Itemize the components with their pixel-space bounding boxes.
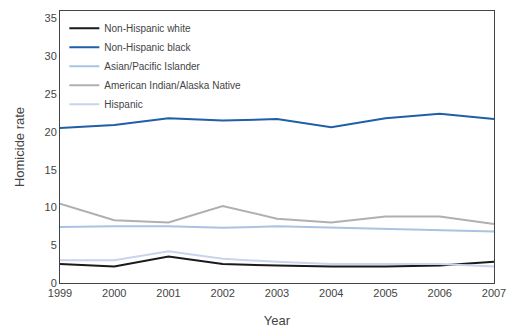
svg-text:2002: 2002 <box>211 287 235 299</box>
svg-text:2001: 2001 <box>156 287 180 299</box>
svg-text:Homicide rate: Homicide rate <box>12 107 27 187</box>
svg-text:1999: 1999 <box>48 287 72 299</box>
svg-text:20: 20 <box>45 126 57 138</box>
svg-text:American Indian/Alaska Native: American Indian/Alaska Native <box>104 80 241 91</box>
svg-text:2003: 2003 <box>265 287 289 299</box>
svg-text:15: 15 <box>45 164 57 176</box>
svg-text:2004: 2004 <box>319 287 343 299</box>
svg-text:Non-Hispanic black: Non-Hispanic black <box>104 42 191 53</box>
svg-text:0: 0 <box>51 277 57 289</box>
svg-text:2007: 2007 <box>482 287 506 299</box>
svg-text:35: 35 <box>45 12 57 24</box>
svg-text:10: 10 <box>45 201 57 213</box>
svg-text:Year: Year <box>264 313 291 328</box>
svg-text:2005: 2005 <box>373 287 397 299</box>
svg-text:2000: 2000 <box>102 287 126 299</box>
svg-text:Hispanic: Hispanic <box>104 99 142 110</box>
svg-text:Non-Hispanic white: Non-Hispanic white <box>104 23 191 34</box>
svg-text:Asian/Pacific Islander: Asian/Pacific Islander <box>104 61 200 72</box>
svg-text:5: 5 <box>51 239 57 251</box>
svg-text:2006: 2006 <box>428 287 452 299</box>
svg-text:30: 30 <box>45 50 57 62</box>
svg-text:25: 25 <box>45 88 57 100</box>
